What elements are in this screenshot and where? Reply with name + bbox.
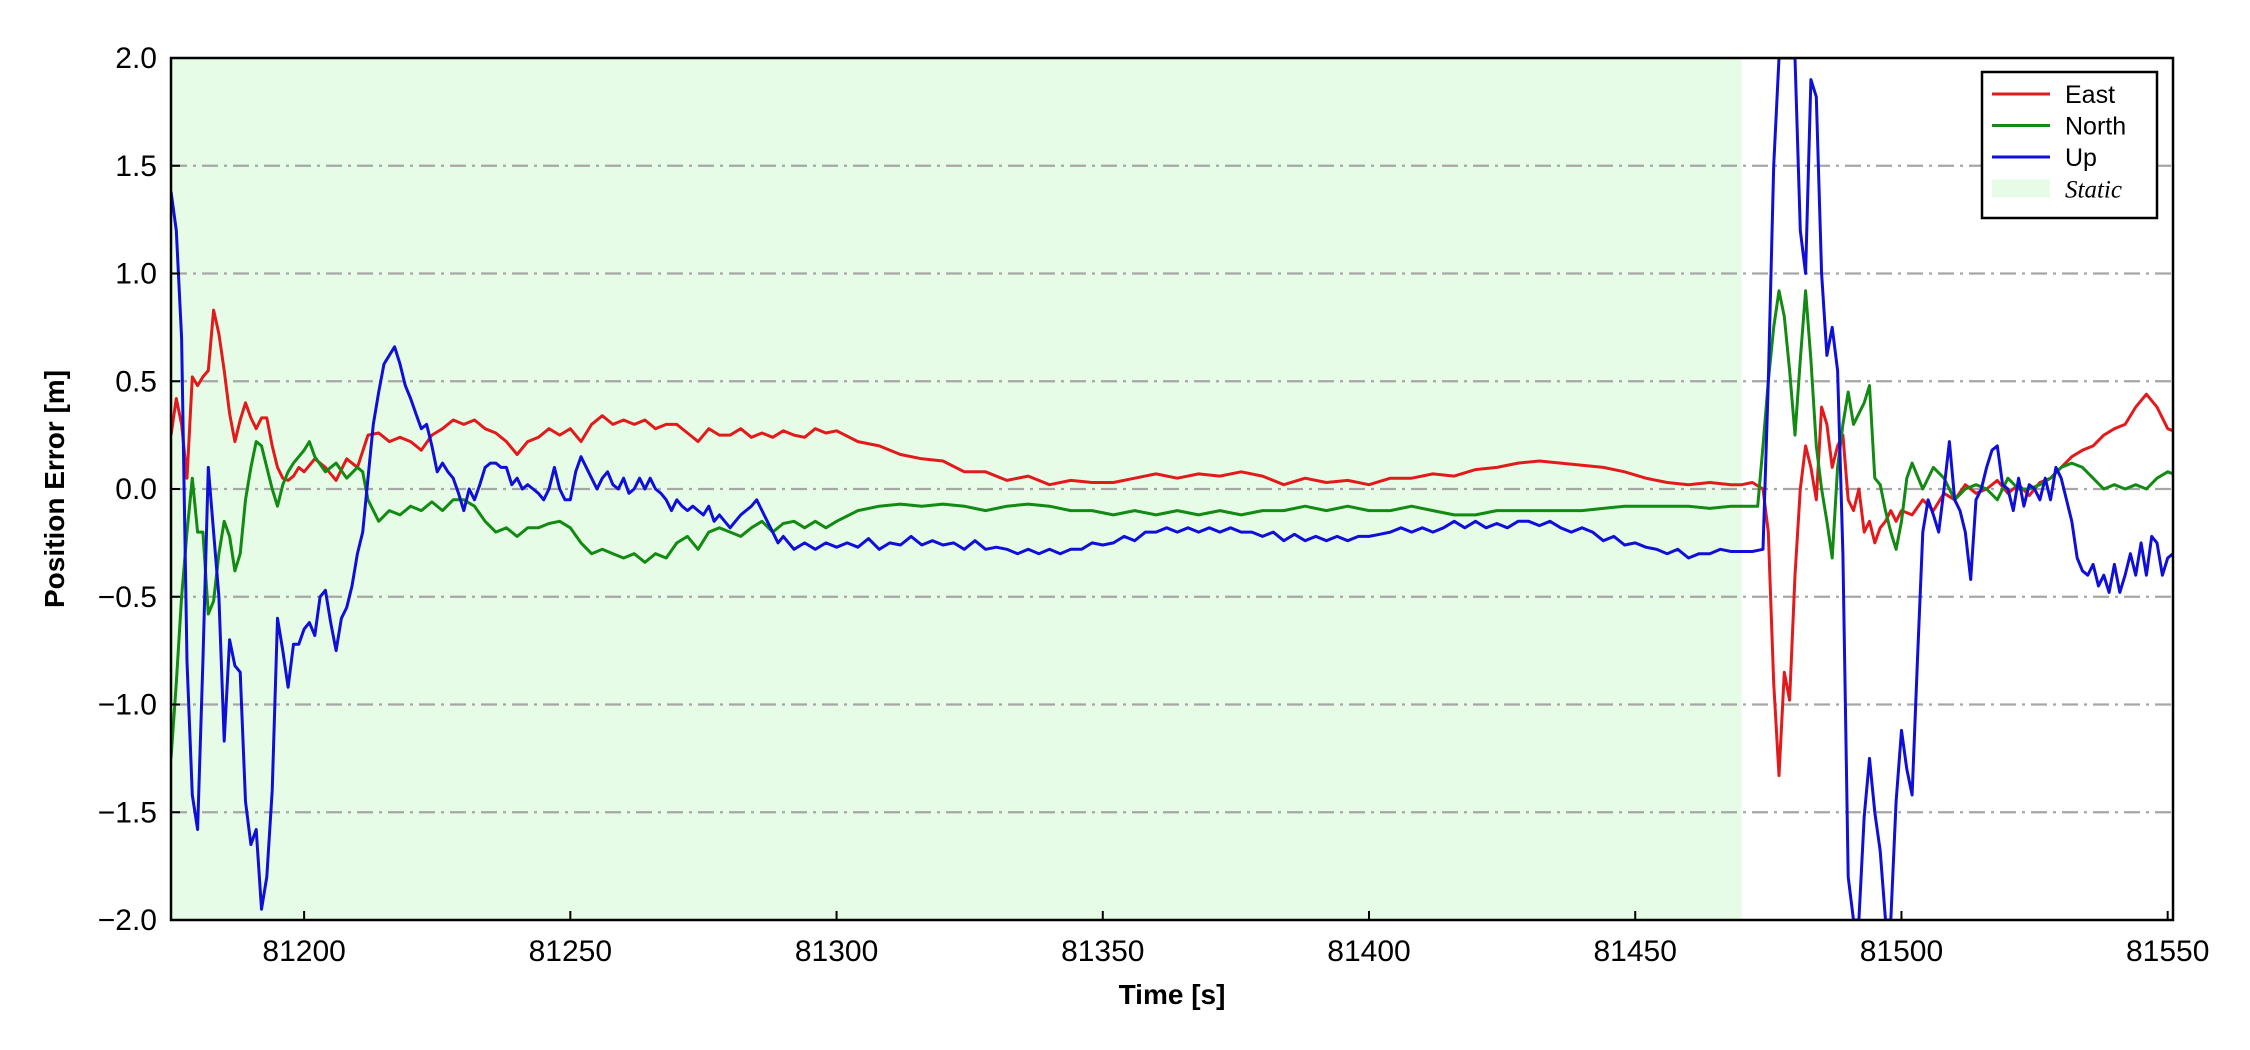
y-tick-label: 0.0 — [115, 473, 157, 506]
legend-label-static: Static — [2065, 177, 2122, 204]
y-tick-label: 2.0 — [115, 42, 157, 75]
x-tick-label: 81350 — [1061, 935, 1144, 968]
y-tick-label: −0.5 — [98, 581, 157, 614]
y-tick-label: −1.0 — [98, 689, 157, 722]
y-axis-ticks: −2.0 −1.5 −1.0 −0.5 0.0 0.5 1.0 1.5 2.0 — [98, 42, 180, 937]
x-axis-title: Time [s] — [1119, 979, 1226, 1010]
x-tick-label: 81550 — [2126, 935, 2209, 968]
y-gridlines — [171, 164, 2173, 814]
x-tick-label: 81450 — [1594, 935, 1677, 968]
legend-label-east: East — [2065, 81, 2115, 109]
legend-swatch-static — [1992, 179, 2050, 198]
y-tick-label: −1.5 — [98, 796, 157, 829]
series-line-up — [171, 58, 2173, 920]
x-tick-label: 81500 — [1860, 935, 1943, 968]
y-tick-label: 1.0 — [115, 258, 157, 291]
y-tick-label: 1.5 — [115, 150, 157, 183]
x-tick-label: 81200 — [262, 935, 345, 968]
x-tick-label: 81300 — [795, 935, 878, 968]
x-tick-label: 81400 — [1327, 935, 1410, 968]
legend-label-up: Up — [2065, 144, 2097, 172]
legend-label-north: North — [2065, 113, 2126, 141]
y-tick-label: 0.5 — [115, 365, 157, 398]
x-axis-ticks: 81200 81250 81300 81350 81400 81450 81500 81550 — [262, 911, 2209, 968]
y-tick-label: −2.0 — [98, 904, 157, 937]
series-lines — [171, 58, 2173, 920]
x-tick-label: 81250 — [529, 935, 612, 968]
y-axis-title: Position Error [m] — [39, 370, 70, 608]
legend-items: East North Up Static — [1992, 81, 2126, 204]
series-line-north — [171, 289, 2173, 759]
legend: East North Up Static — [1980, 70, 2159, 220]
